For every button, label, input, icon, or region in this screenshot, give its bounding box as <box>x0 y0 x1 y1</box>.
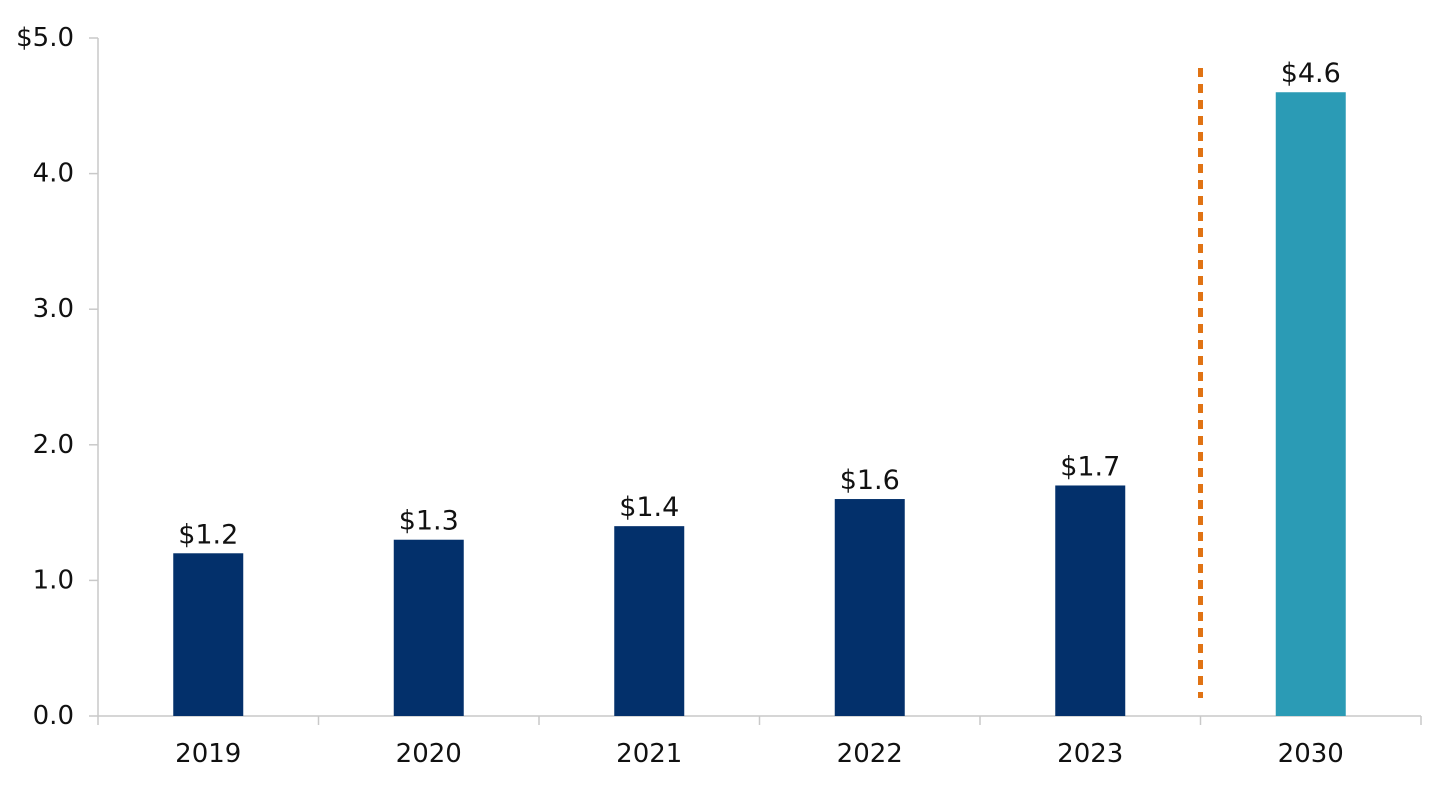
bar-2022 <box>834 499 905 716</box>
data-labels: $1.2 $1.3 $1.4 $1.6 $1.7 $4.6 <box>178 58 1341 550</box>
x-tick-label: 2030 <box>1278 739 1344 769</box>
bars <box>173 92 1346 717</box>
bar-2020 <box>393 539 464 716</box>
y-axis: 0.0 1.0 2.0 3.0 4.0 $5.0 <box>16 23 99 731</box>
x-tick-label: 2020 <box>396 739 462 769</box>
y-tick-label: $5.0 <box>16 23 74 53</box>
y-tick-label: 2.0 <box>33 430 74 460</box>
bar-2019 <box>173 553 244 716</box>
x-tick-label: 2021 <box>616 739 682 769</box>
x-tick-label: 2023 <box>1057 739 1123 769</box>
y-tick-label: 3.0 <box>33 294 74 324</box>
y-tick-label: 0.0 <box>33 701 74 731</box>
data-label-2021: $1.4 <box>619 492 679 523</box>
y-tick-label: 4.0 <box>33 159 74 189</box>
data-label-2019: $1.2 <box>178 519 238 550</box>
x-tick-label: 2019 <box>175 739 241 769</box>
bar-2030 <box>1275 92 1346 717</box>
bar-2023 <box>1055 485 1126 716</box>
y-tick-label: 1.0 <box>33 565 74 595</box>
data-label-2023: $1.7 <box>1060 451 1120 482</box>
data-label-2020: $1.3 <box>399 506 459 537</box>
x-axis: 2019 2020 2021 2022 2023 2030 <box>97 715 1422 769</box>
bar-2021 <box>614 526 685 716</box>
data-label-2030: $4.6 <box>1281 58 1341 89</box>
x-tick-label: 2022 <box>837 739 903 769</box>
data-label-2022: $1.6 <box>840 465 900 496</box>
